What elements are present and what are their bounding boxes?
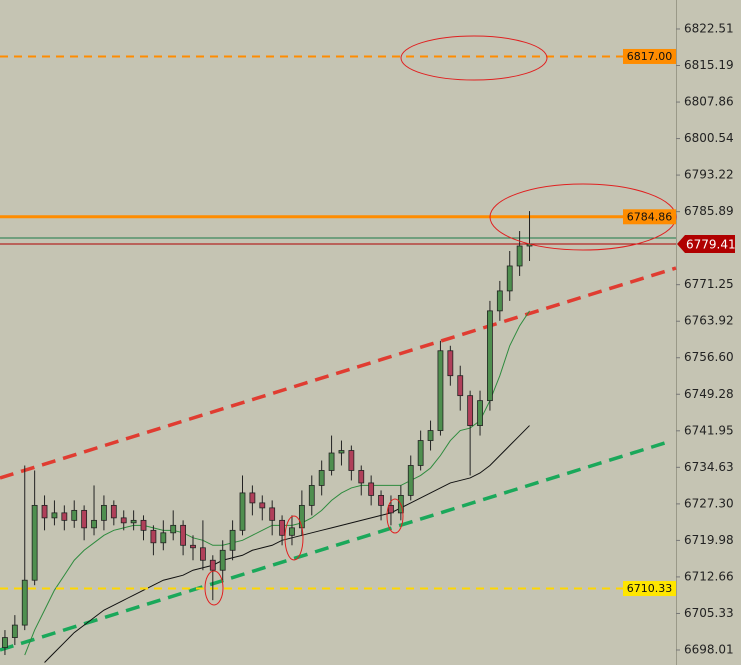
trendline	[0, 440, 669, 652]
candle-body	[378, 495, 384, 506]
candle-body	[388, 504, 394, 514]
candle-body	[2, 637, 8, 648]
candle-body	[160, 532, 167, 544]
annotation-ellipse	[386, 498, 404, 534]
price-label-box	[677, 234, 735, 253]
level-label-box	[623, 581, 676, 597]
candle-body	[31, 504, 38, 581]
plot-area	[0, 55, 677, 663]
candle-body	[348, 450, 355, 471]
candle-body	[190, 544, 196, 549]
candle-body	[447, 350, 454, 377]
y-tick-label: 6800.54	[684, 131, 734, 145]
y-tick-label: 6741.95	[684, 423, 734, 437]
annotation-ellipse	[400, 35, 548, 81]
moving-average	[44, 425, 530, 663]
candle-body	[477, 400, 483, 426]
y-tick-label: 6756.60	[684, 350, 734, 364]
level-label-box	[623, 48, 676, 64]
y-tick-label: 6785.89	[684, 204, 734, 218]
candle-body	[21, 579, 28, 626]
annotation-ellipse	[284, 515, 304, 561]
candle-body	[427, 430, 434, 441]
candle-body	[457, 375, 464, 397]
candle-body	[120, 517, 127, 524]
candle-body	[140, 519, 147, 531]
y-tick-label: 6815.19	[684, 58, 734, 72]
level-label: 6817.00	[627, 50, 673, 63]
level-label-box	[623, 209, 676, 225]
candle-body	[516, 245, 523, 267]
candle-body	[487, 310, 493, 402]
candle-body	[407, 465, 414, 496]
y-tick-label: 6749.28	[684, 387, 734, 401]
candle-body	[259, 502, 266, 509]
candle-body	[328, 452, 335, 471]
y-tick-label: 6698.01	[684, 642, 734, 656]
candle-body	[279, 519, 285, 536]
candle-body	[91, 519, 97, 529]
y-tick-label: 6822.51	[684, 21, 734, 35]
candle-body	[358, 470, 365, 484]
candle-body	[318, 470, 325, 486]
candle-body	[249, 492, 256, 504]
candle-body	[101, 504, 107, 521]
y-tick-label: 6727.30	[684, 496, 734, 510]
y-tick-label: 6719.98	[684, 533, 734, 547]
y-tick-label: 6712.66	[684, 569, 734, 583]
y-tick-label: 6705.33	[684, 606, 734, 620]
candle-body	[110, 504, 117, 519]
candle-body	[130, 519, 137, 524]
candle-body	[11, 624, 18, 638]
moving-average	[24, 310, 530, 656]
trendline	[0, 266, 677, 480]
candle-body	[506, 265, 513, 292]
candle-body	[180, 524, 187, 546]
candle-body	[437, 350, 444, 431]
y-tick-label: 6771.25	[684, 277, 734, 291]
annotation-ellipse	[204, 570, 224, 606]
candle-body	[150, 529, 157, 544]
y-tick-label: 6763.92	[684, 314, 734, 328]
price-label: 6779.41	[686, 237, 736, 251]
candle-body	[199, 547, 206, 561]
candle-body	[229, 529, 236, 551]
candle-body	[368, 482, 375, 496]
level-label: 6784.86	[627, 210, 673, 223]
candle-body	[81, 509, 88, 529]
y-tick-label: 6807.86	[684, 95, 734, 109]
candle-body	[51, 512, 58, 519]
candle-body	[338, 450, 345, 454]
candle-body	[209, 559, 216, 571]
candle-body	[298, 504, 305, 529]
y-tick-label: 6793.22	[684, 168, 734, 182]
candle-body	[219, 549, 226, 571]
candle-body	[61, 512, 68, 521]
candle-body	[417, 440, 424, 466]
candle-body	[41, 504, 48, 519]
level-label: 6710.33	[627, 582, 673, 595]
candle-body	[269, 507, 276, 521]
candle-body	[496, 290, 503, 312]
candle-body	[239, 492, 246, 531]
candle-body	[467, 395, 474, 426]
candle-body	[308, 485, 315, 506]
candle-body	[289, 527, 295, 536]
candle-body	[170, 524, 177, 534]
y-tick-label: 6734.63	[684, 460, 734, 474]
y-axis: 6822.51 6815.19 6807.86 6800.54 6793.22 6785.…	[676, 21, 734, 656]
candle-body	[71, 509, 78, 521]
